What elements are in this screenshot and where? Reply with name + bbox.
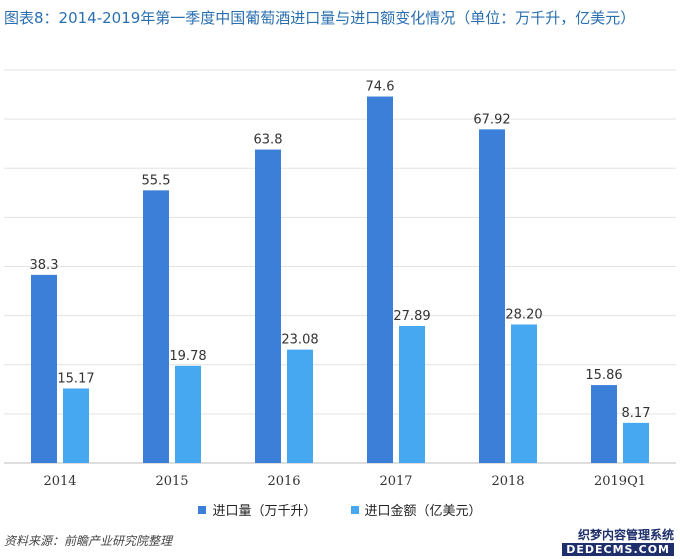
bar-import-value bbox=[623, 422, 649, 463]
bar-import-value bbox=[287, 349, 313, 463]
data-label-import-volume: 67.92 bbox=[473, 112, 510, 127]
bar-import-volume bbox=[255, 149, 281, 463]
legend: 进口量（万千升） 进口金额（亿美元） bbox=[0, 500, 680, 519]
legend-swatch-import-value bbox=[350, 505, 359, 514]
data-label-import-volume: 74.6 bbox=[366, 80, 395, 95]
bar-chart: 38.3 15.17 2014 55.5 19.78 2015 63.8 23.08 2016 7… bbox=[4, 69, 676, 489]
bar-import-volume bbox=[143, 190, 169, 463]
watermark: 织梦内容管理系统 DEDECMS.COM bbox=[562, 526, 674, 556]
x-tick-label: 2018 bbox=[491, 474, 524, 489]
source-note: 资料来源：前瞻产业研究院整理 bbox=[4, 534, 173, 548]
x-tick-label: 2017 bbox=[379, 474, 412, 489]
bar-import-volume bbox=[31, 274, 57, 463]
data-label-import-value: 27.89 bbox=[393, 309, 430, 324]
legend-label-import-volume: 进口量（万千升） bbox=[212, 504, 317, 519]
legend-item-import-value: 进口金额（亿美元） bbox=[350, 500, 482, 519]
watermark-line1: 织梦内容管理系统 bbox=[577, 528, 674, 542]
data-label-import-value: 23.08 bbox=[281, 333, 318, 348]
chart-title: 图表8：2014-2019年第一季度中国葡萄酒进口量与进口额变化情况（单位：万千… bbox=[4, 9, 636, 27]
data-label-import-volume: 63.8 bbox=[254, 133, 283, 148]
legend-label-import-value: 进口金额（亿美元） bbox=[364, 504, 482, 519]
x-tick-label: 2014 bbox=[43, 474, 76, 489]
data-label-import-value: 19.78 bbox=[169, 349, 206, 364]
bar-import-value bbox=[511, 324, 537, 463]
data-label-import-value: 15.17 bbox=[57, 371, 94, 386]
x-tick-label: 2016 bbox=[267, 474, 300, 489]
watermark-line2: DEDECMS.COM bbox=[562, 543, 674, 556]
legend-swatch-import-volume bbox=[198, 505, 207, 514]
bar-import-volume bbox=[479, 129, 505, 463]
x-tick-label: 2015 bbox=[155, 474, 188, 489]
data-label-import-volume: 15.86 bbox=[585, 368, 622, 383]
bar-import-volume bbox=[591, 385, 617, 463]
bar-import-value bbox=[63, 388, 89, 463]
legend-item-import-volume: 进口量（万千升） bbox=[198, 500, 317, 519]
data-label-import-value: 28.20 bbox=[505, 307, 542, 322]
bar-import-value bbox=[175, 365, 201, 463]
bar-import-volume bbox=[367, 96, 393, 463]
data-label-import-value: 8.17 bbox=[622, 406, 651, 421]
x-tick-label: 2019Q1 bbox=[594, 474, 646, 489]
data-label-import-volume: 55.5 bbox=[142, 173, 171, 188]
bar-import-value bbox=[399, 325, 425, 463]
data-label-import-volume: 38.3 bbox=[30, 258, 59, 273]
